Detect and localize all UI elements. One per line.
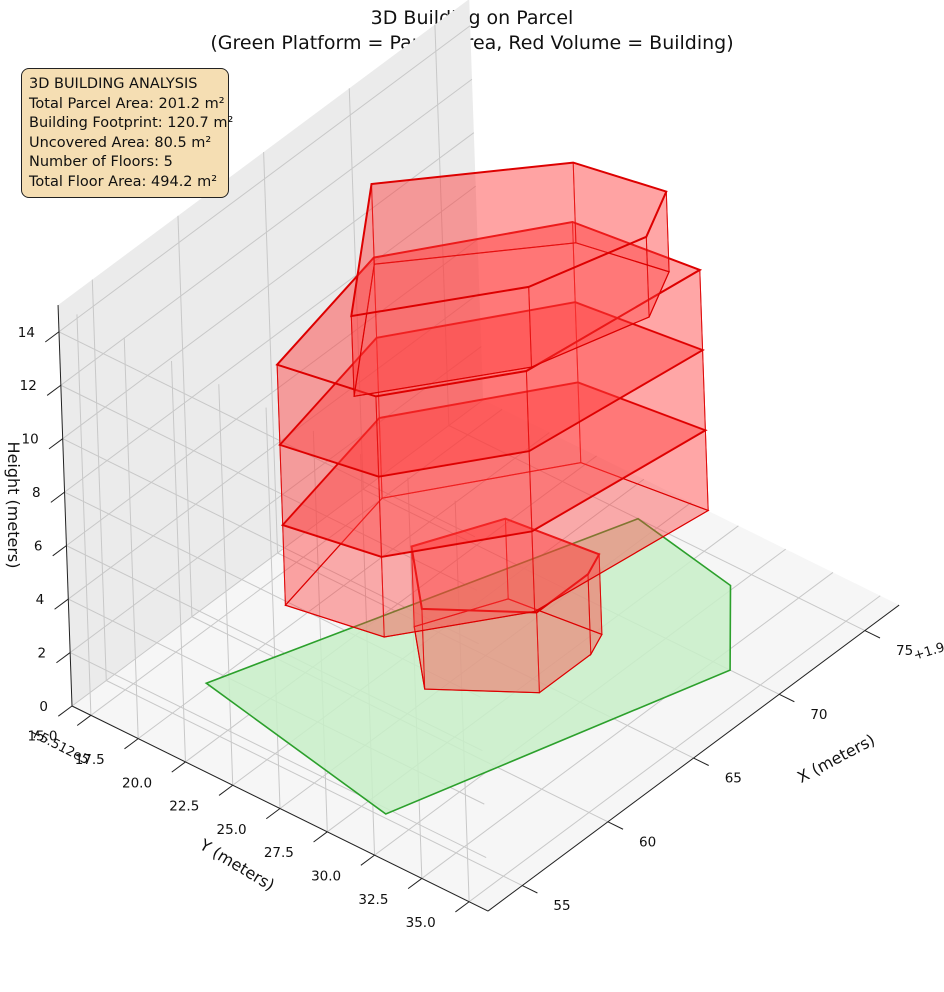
x-tick-label: 70	[810, 707, 827, 723]
z-tick-mark	[52, 545, 67, 557]
grid-line	[218, 384, 234, 786]
x-tick-label: 75	[896, 643, 913, 659]
x-tick-label: 65	[725, 771, 742, 787]
y-tick-label: 35.0	[406, 915, 436, 931]
grid-line	[263, 152, 279, 554]
grid-line	[66, 239, 478, 547]
analysis-info-box: 3D BUILDING ANALYSIS Total Parcel Area: …	[21, 68, 234, 198]
y-tick-label: 32.5	[358, 892, 388, 908]
y-offset-label: +5.512e5	[27, 726, 91, 769]
info-uncovered: Uncovered Area: 80.5 m²	[29, 134, 212, 151]
grid-line	[434, 24, 450, 426]
z-tick-mark	[57, 705, 73, 717]
x-tick-mark	[779, 693, 795, 703]
chart-subtitle: (Green Platform = Parcel Area, Red Volum…	[210, 32, 734, 54]
x-tick-mark	[522, 885, 538, 894]
building-floor-1-top	[410, 517, 601, 614]
building-floor-5-top	[350, 161, 668, 318]
grid-line	[171, 360, 186, 762]
grid-line	[69, 346, 482, 653]
y-tick-mark	[407, 878, 423, 890]
z-axis-line	[57, 305, 73, 707]
y-tick-mark	[455, 901, 470, 913]
y-axis-label: Y (meters)	[196, 835, 278, 895]
x-axis-label: X (meters)	[794, 730, 878, 787]
z-tick-mark	[48, 438, 63, 450]
grid-line	[265, 407, 281, 809]
grid-line	[58, 25, 471, 333]
y-tick-mark	[124, 738, 139, 750]
z-tick-label: 2	[38, 646, 47, 662]
building-floor-2-bottom	[284, 461, 710, 638]
x-offset-label: +1.909e5	[912, 631, 944, 664]
x-tick-label: 60	[639, 834, 656, 850]
y-tick-label: 15.0	[27, 729, 57, 745]
y-tick-mark	[313, 831, 328, 843]
z-tick-label: 12	[20, 378, 37, 394]
z-tick-mark	[56, 652, 71, 664]
grid-line	[69, 652, 487, 859]
y-tick-mark	[76, 714, 92, 726]
y-tick-label: 25.0	[217, 822, 247, 838]
grid-line	[71, 399, 484, 707]
z-tick-mark	[50, 491, 65, 503]
grid-line	[91, 279, 107, 681]
grid-line	[67, 292, 480, 600]
parcel-polygon	[204, 517, 732, 815]
building-floor-1-bottom	[413, 598, 603, 694]
grid-line	[76, 314, 92, 716]
y-tick-mark	[171, 761, 186, 773]
info-footprint: Building Footprint: 120.7 m²	[29, 115, 234, 131]
z-tick-label: 6	[34, 539, 43, 555]
y-tick-mark	[360, 854, 375, 866]
grid-line	[60, 384, 478, 591]
z-tick-label: 8	[32, 485, 41, 501]
building-floor-5-bottom	[353, 242, 670, 398]
grid-line	[468, 595, 881, 903]
y-tick-label: 22.5	[169, 799, 199, 815]
grid-line	[421, 572, 834, 879]
grid-line	[58, 331, 476, 538]
info-heading: 3D BUILDING ANALYSIS	[29, 76, 198, 92]
z-tick-label: 0	[39, 699, 48, 715]
z-tick-label: 14	[18, 325, 35, 341]
grid-line	[64, 185, 476, 493]
grid-line	[177, 215, 193, 617]
y-tick-label: 30.0	[311, 869, 341, 885]
z-tick-label: 10	[22, 432, 39, 448]
x-tick-label: 55	[553, 898, 570, 914]
grid-line	[90, 408, 503, 716]
z-tick-mark	[54, 598, 69, 610]
x-tick-mark	[607, 821, 624, 830]
z-axis-label: Height (meters)	[4, 442, 23, 569]
info-floors: Number of Floors: 5	[29, 154, 173, 170]
y-tick-label: 27.5	[264, 845, 294, 861]
y-tick-mark	[266, 808, 281, 820]
z-tick-mark	[44, 331, 60, 343]
grid-line	[123, 337, 139, 739]
grid-line	[62, 132, 475, 440]
building-floor-4-bottom	[278, 301, 704, 478]
grid-line	[137, 432, 550, 740]
z-tick-mark	[46, 384, 62, 396]
z-tick-label: 4	[36, 592, 45, 608]
chart-title: 3D Building on Parcel	[370, 7, 574, 29]
y-tick-label: 20.0	[122, 775, 152, 791]
x-tick-mark	[693, 757, 709, 766]
grid-line	[60, 78, 473, 386]
info-parcel-area: Total Parcel Area: 201.2 m²	[29, 95, 225, 112]
building-floor-3-bottom	[281, 381, 707, 558]
x-tick-mark	[864, 630, 881, 639]
y-tick-label: 17.5	[75, 752, 105, 768]
info-floor-area: Total Floor Area: 494.2 m²	[29, 173, 218, 190]
y-tick-mark	[218, 784, 234, 796]
